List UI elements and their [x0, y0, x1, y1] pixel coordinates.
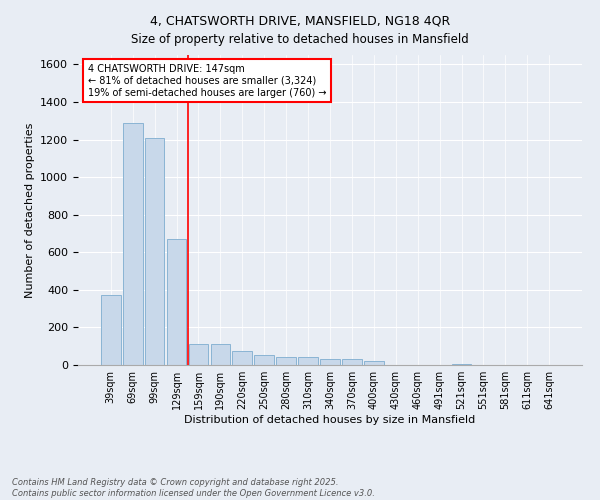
Bar: [298, 356, 318, 365]
Text: 4, CHATSWORTH DRIVE, MANSFIELD, NG18 4QR: 4, CHATSWORTH DRIVE, MANSFIELD, NG18 4QR: [150, 15, 450, 28]
Bar: [145, 138, 164, 365]
Bar: [123, 122, 143, 365]
Y-axis label: Number of detached properties: Number of detached properties: [25, 122, 35, 298]
Bar: [211, 344, 230, 365]
Bar: [276, 356, 296, 365]
Text: Contains HM Land Registry data © Crown copyright and database right 2025.
Contai: Contains HM Land Registry data © Crown c…: [12, 478, 375, 498]
Bar: [452, 364, 472, 365]
Bar: [101, 294, 121, 365]
Bar: [342, 360, 362, 365]
Bar: [320, 360, 340, 365]
Bar: [364, 361, 384, 365]
Bar: [232, 351, 252, 365]
X-axis label: Distribution of detached houses by size in Mansfield: Distribution of detached houses by size …: [184, 415, 476, 425]
Text: 4 CHATSWORTH DRIVE: 147sqm
← 81% of detached houses are smaller (3,324)
19% of s: 4 CHATSWORTH DRIVE: 147sqm ← 81% of deta…: [88, 64, 326, 98]
Bar: [167, 239, 187, 365]
Bar: [254, 354, 274, 365]
Text: Size of property relative to detached houses in Mansfield: Size of property relative to detached ho…: [131, 32, 469, 46]
Bar: [188, 344, 208, 365]
